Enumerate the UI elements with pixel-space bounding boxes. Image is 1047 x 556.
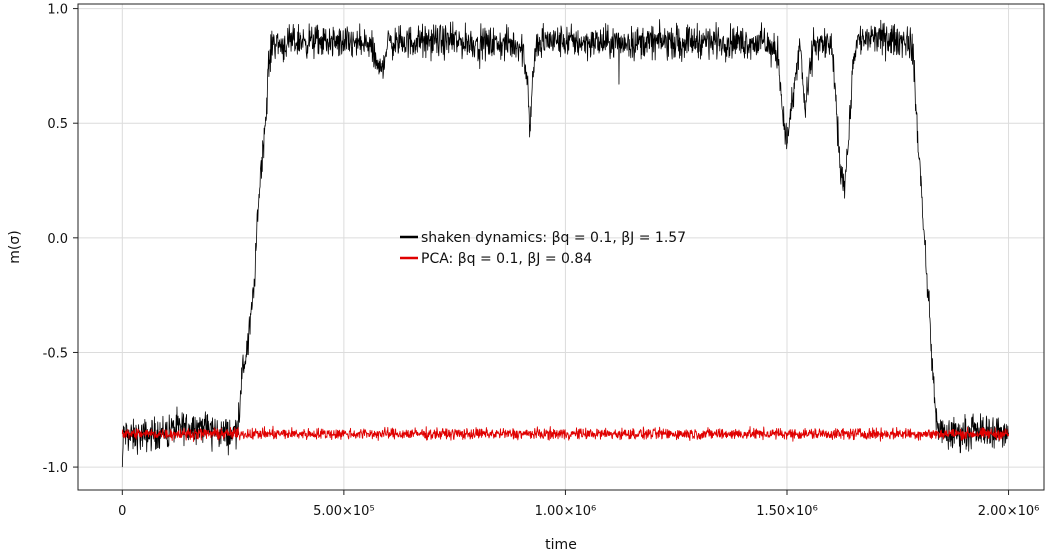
series-line-1 xyxy=(121,425,1009,442)
series-line-0 xyxy=(121,19,1009,468)
x-tick-label: 5.00×10⁵ xyxy=(313,504,375,519)
y-tick-label: -0.5 xyxy=(43,346,68,361)
y-tick-label: 0.5 xyxy=(47,117,68,132)
x-axis-label: time xyxy=(545,537,577,553)
y-axis-ticks: -1.0 -0.5 0.0 0.5 1.0 xyxy=(43,3,78,476)
x-tick-label: 0 xyxy=(118,504,126,519)
x-axis-ticks: 0 5.00×10⁵ 1.00×10⁶ 1.50×10⁶ 2.00×10⁶ xyxy=(118,490,1039,519)
plot-frame xyxy=(77,3,1045,491)
y-tick-label: -1.0 xyxy=(43,461,68,476)
legend-label-0: shaken dynamics: βq = 0.1, βJ = 1.57 xyxy=(421,230,686,246)
grid-lines xyxy=(78,4,1044,490)
y-tick-label: 1.0 xyxy=(47,3,68,18)
legend: shaken dynamics: βq = 0.1, βJ = 1.57 PCA:… xyxy=(400,230,686,267)
x-tick-label: 1.00×10⁶ xyxy=(535,504,597,519)
y-axis-label: m(σ) xyxy=(7,230,23,263)
y-tick-label: 0.0 xyxy=(47,232,68,247)
legend-label-1: PCA: βq = 0.1, βJ = 0.84 xyxy=(421,251,592,267)
x-tick-label: 1.50×10⁶ xyxy=(756,504,818,519)
x-tick-label: 2.00×10⁶ xyxy=(978,504,1040,519)
series-layer xyxy=(121,19,1009,468)
